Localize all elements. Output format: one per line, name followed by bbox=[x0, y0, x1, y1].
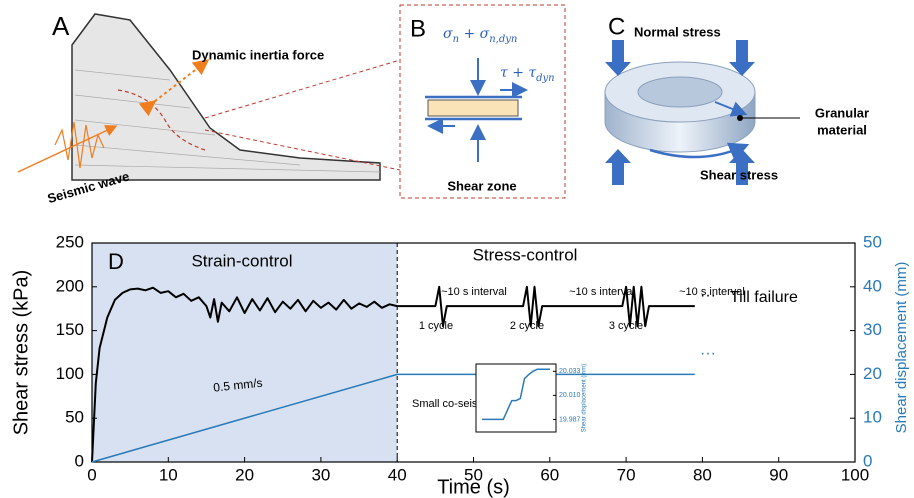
zoom-line bbox=[204, 59, 401, 119]
chart: 0 10 20 30 40 50 60 70 80 90 100050100150200250010… bbox=[10, 232, 910, 498]
panel-label: C bbox=[608, 13, 625, 40]
annotation: 3 cycle bbox=[609, 320, 643, 332]
y-tick-label: 250 bbox=[56, 232, 84, 251]
panel-label: B bbox=[410, 15, 426, 42]
formula-part: τ + τ bbox=[500, 65, 536, 81]
formula-part: n,dyn bbox=[489, 34, 517, 45]
annotation: Strain-control bbox=[191, 251, 292, 270]
y-axis-title: Shear stress (kPa) bbox=[10, 270, 32, 436]
shear-arrow bbox=[714, 101, 748, 117]
series-line bbox=[91, 285, 695, 463]
inset-frame bbox=[475, 363, 557, 433]
x-axis-title: Time (s) bbox=[437, 476, 510, 498]
strata bbox=[74, 69, 381, 173]
annotation: ··· bbox=[700, 345, 716, 362]
strain-control-region bbox=[92, 243, 398, 462]
annotation: Stress-control bbox=[473, 245, 578, 264]
panel-a: A Dynamic inertia force Seismic wave bbox=[17, 11, 401, 206]
zone-label: Shear zone bbox=[447, 178, 516, 193]
x-tick-label: 30 bbox=[311, 465, 330, 484]
shear-stress-formula: τ + τdyn bbox=[500, 65, 555, 84]
inertia-arrow bbox=[138, 59, 210, 117]
normal-stress-label: Normal stress bbox=[634, 24, 721, 39]
y2-tick-label: 30 bbox=[863, 320, 882, 339]
slip-surface bbox=[117, 89, 206, 151]
x-tick-label: 40 bbox=[388, 465, 407, 484]
formula-part: σ bbox=[443, 26, 453, 42]
material-label: Granular bbox=[815, 105, 869, 120]
formula-part: n bbox=[453, 34, 459, 45]
ring-hole bbox=[637, 76, 723, 108]
x-tick-label: 10 bbox=[159, 465, 178, 484]
formula-part: + σ bbox=[459, 26, 490, 42]
panel-b: B σn + σn,dyn τ + τdyn Shear zone bbox=[399, 4, 566, 199]
material-label: material bbox=[817, 122, 867, 137]
annotation: ~10 s interval bbox=[569, 286, 635, 298]
inset-tick-label: 20.033 bbox=[559, 368, 581, 375]
annotation: ··· bbox=[700, 287, 716, 304]
x-tick-label: 20 bbox=[235, 465, 254, 484]
y-tick-label: 0 bbox=[75, 451, 84, 470]
normal-stress-formula: σn + σn,dyn bbox=[443, 26, 517, 45]
annotation: D bbox=[108, 249, 124, 274]
annotation: ~10 s interval bbox=[441, 286, 507, 298]
hillside bbox=[71, 13, 381, 181]
x-tick-label: 100 bbox=[841, 465, 869, 484]
normal-arrows bbox=[605, 40, 755, 185]
annotation: 0.5 mm/s bbox=[213, 376, 264, 395]
annotation: 2 cycle bbox=[510, 320, 544, 332]
inset-tick-label: 20.010 bbox=[559, 392, 581, 399]
y2-axis-title: Shear displacement (mm) bbox=[893, 262, 910, 434]
x-tick-label: 60 bbox=[540, 465, 559, 484]
y2-tick-label: 20 bbox=[863, 364, 882, 383]
y-tick-label: 100 bbox=[56, 364, 84, 383]
y2-tick-label: 10 bbox=[863, 408, 882, 427]
panel-label: A bbox=[52, 11, 70, 41]
annotation: 1 cycle bbox=[419, 320, 453, 332]
seismic-wave bbox=[54, 121, 105, 169]
annotation: ~10 s interval bbox=[679, 286, 745, 298]
x-tick-label: 0 bbox=[87, 465, 96, 484]
material-dot bbox=[737, 115, 743, 121]
y2-tick-label: 50 bbox=[863, 232, 882, 251]
y-tick-label: 200 bbox=[56, 276, 84, 295]
panel-c: C Normal stress Granular material Shear … bbox=[604, 13, 869, 185]
shear-stress-label: Shear stress bbox=[700, 167, 778, 182]
x-tick-label: 70 bbox=[617, 465, 636, 484]
x-tick-label: 90 bbox=[769, 465, 788, 484]
inset-tick-label: 19.987 bbox=[559, 416, 581, 423]
series-line bbox=[91, 373, 695, 463]
shear-slab bbox=[427, 99, 519, 117]
y-tick-label: 150 bbox=[56, 320, 84, 339]
zoom-line bbox=[204, 129, 401, 171]
inset-axis-title: Shear displacement (mm) bbox=[582, 364, 588, 433]
formula-part: dyn bbox=[536, 73, 555, 84]
x-tick-label: 80 bbox=[693, 465, 712, 484]
wave-arrow bbox=[17, 125, 118, 173]
inset-line bbox=[482, 368, 550, 421]
inertia-label: Dynamic inertia force bbox=[192, 47, 324, 62]
shear-arrow bbox=[649, 142, 750, 162]
y2-tick-label: 0 bbox=[863, 451, 872, 470]
y2-tick-label: 40 bbox=[863, 276, 882, 295]
x-tick-label: 50 bbox=[464, 465, 483, 484]
y-tick-label: 50 bbox=[65, 408, 84, 427]
annotation: Till failure bbox=[730, 289, 798, 306]
